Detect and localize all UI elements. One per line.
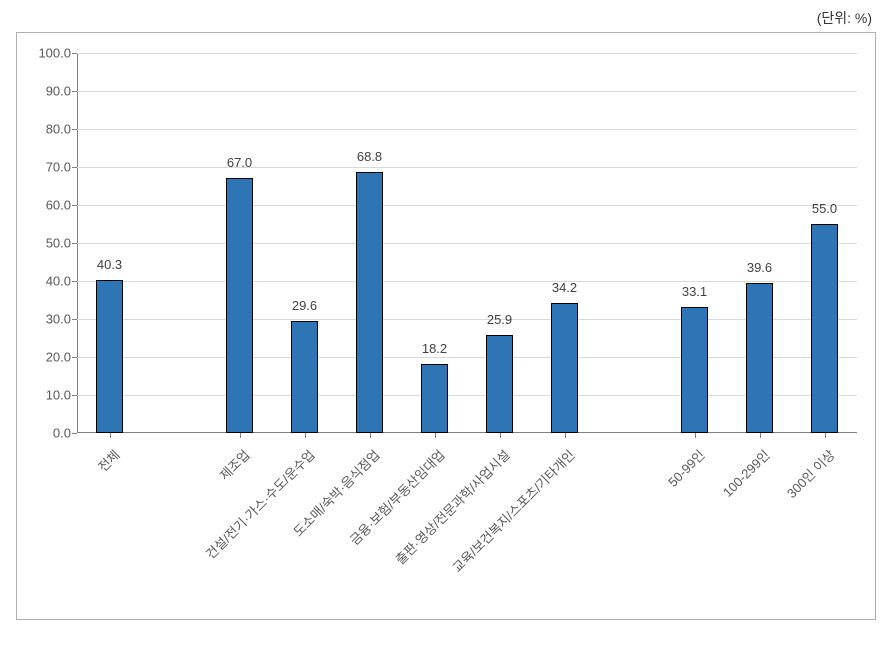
bar-value-label: 33.1 — [682, 284, 707, 299]
bar — [486, 335, 513, 433]
y-tick — [72, 205, 77, 206]
y-tick — [72, 357, 77, 358]
x-axis — [77, 432, 857, 433]
y-tick — [72, 91, 77, 92]
bar-value-label: 55.0 — [812, 201, 837, 216]
bar — [811, 224, 838, 433]
bar — [421, 364, 448, 433]
y-tick-label: 70.0 — [46, 160, 71, 175]
bar — [551, 303, 578, 433]
y-tick — [72, 433, 77, 434]
bar-value-label: 18.2 — [422, 341, 447, 356]
x-category-label: 100-299인 — [717, 445, 773, 501]
x-category-label: 교육/보건복지/스포츠/기타개인 — [447, 445, 578, 576]
bar — [226, 178, 253, 433]
grid-line — [77, 357, 857, 358]
x-category-label: 300인 이상 — [781, 445, 838, 502]
x-tick — [435, 433, 436, 438]
bar — [291, 321, 318, 433]
y-tick — [72, 129, 77, 130]
x-category-label: 건설/전기·가스·수도/운수업 — [200, 445, 318, 563]
x-category-label: 50-99인 — [663, 445, 708, 490]
y-tick-label: 50.0 — [46, 236, 71, 251]
y-tick — [72, 319, 77, 320]
x-tick — [240, 433, 241, 438]
x-tick — [305, 433, 306, 438]
grid-line — [77, 53, 857, 54]
y-tick-label: 10.0 — [46, 388, 71, 403]
grid-line — [77, 395, 857, 396]
x-tick — [695, 433, 696, 438]
y-tick-label: 20.0 — [46, 350, 71, 365]
bar-value-label: 25.9 — [487, 312, 512, 327]
y-tick — [72, 53, 77, 54]
x-tick — [760, 433, 761, 438]
bar — [96, 280, 123, 433]
y-tick — [72, 395, 77, 396]
grid-line — [77, 205, 857, 206]
bar — [746, 283, 773, 433]
y-tick-label: 90.0 — [46, 84, 71, 99]
x-tick — [500, 433, 501, 438]
grid-line — [77, 319, 857, 320]
y-tick — [72, 243, 77, 244]
chart-container: 0.0 10.0 20.0 30.0 40.0 50.0 60.0 70.0 80.0 90.0 1… — [16, 32, 876, 620]
x-category-label: 출판·영상/전문과학/사업시설 — [390, 445, 513, 568]
bar-value-label: 39.6 — [747, 260, 772, 275]
bar-value-label: 67.0 — [227, 155, 252, 170]
x-category-label: 전체 — [93, 445, 123, 475]
bar-value-label: 68.8 — [357, 149, 382, 164]
grid-line — [77, 167, 857, 168]
y-tick-label: 80.0 — [46, 122, 71, 137]
y-tick-label: 40.0 — [46, 274, 71, 289]
x-tick — [370, 433, 371, 438]
y-tick-label: 0.0 — [53, 426, 71, 441]
y-tick-label: 100.0 — [38, 46, 71, 61]
grid-line — [77, 91, 857, 92]
y-tick — [72, 281, 77, 282]
x-category-label: 제조업 — [214, 445, 253, 484]
grid-line — [77, 243, 857, 244]
plot-area: 0.010.020.030.040.050.060.070.080.090.01… — [77, 53, 857, 433]
y-tick-label: 30.0 — [46, 312, 71, 327]
x-tick — [110, 433, 111, 438]
bar-value-label: 29.6 — [292, 298, 317, 313]
bar-value-label: 40.3 — [97, 257, 122, 272]
y-tick-label: 60.0 — [46, 198, 71, 213]
bar-value-label: 34.2 — [552, 280, 577, 295]
x-tick — [565, 433, 566, 438]
grid-line — [77, 281, 857, 282]
bar — [356, 172, 383, 433]
y-tick — [72, 167, 77, 168]
grid-line — [77, 129, 857, 130]
unit-label: (단위: %) — [817, 8, 872, 28]
bar — [681, 307, 708, 433]
x-tick — [825, 433, 826, 438]
